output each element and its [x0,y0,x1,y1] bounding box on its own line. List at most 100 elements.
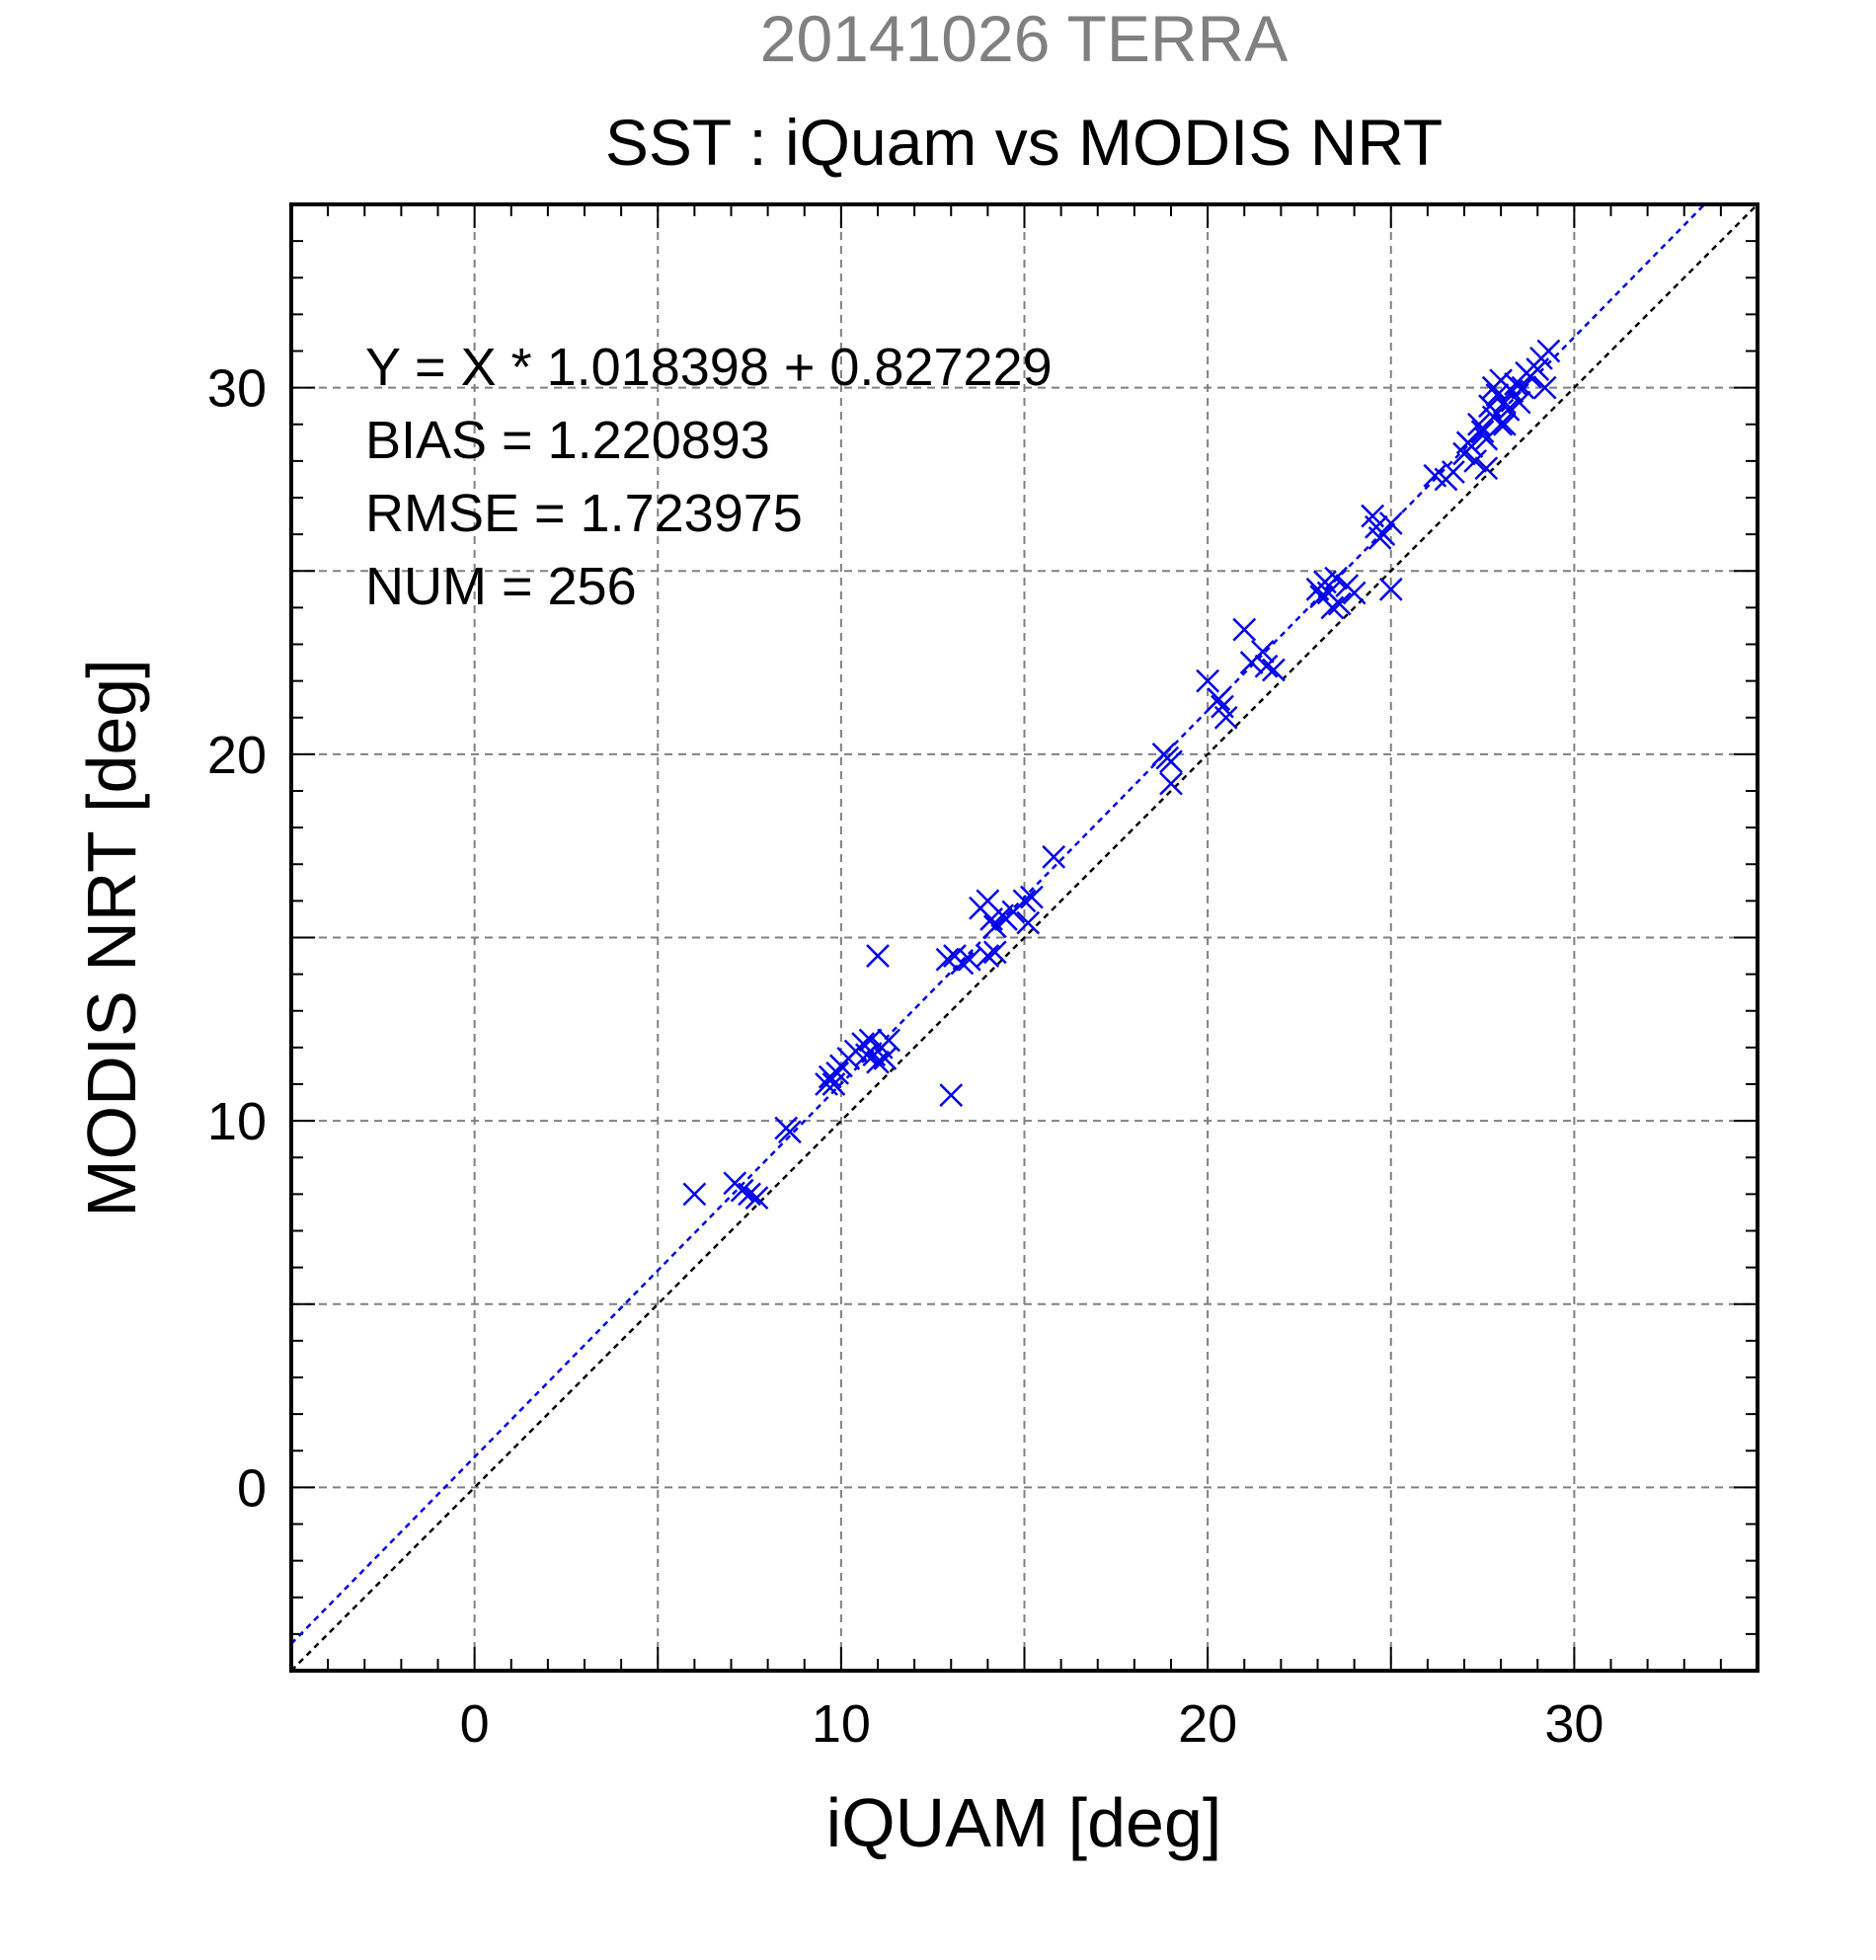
data-point [1012,889,1037,913]
data-point-stroke [1159,749,1183,774]
data-point-stroke [1511,375,1535,400]
data-point [1213,705,1238,730]
data-point [1466,412,1491,436]
data-point [1320,595,1345,620]
data-point [1511,375,1535,400]
data-point [825,1060,850,1085]
data-point [1232,617,1257,642]
data-point-stroke [1159,771,1183,796]
y-tick-labels: 0 10 20 30 [207,359,267,1519]
data-point [1536,339,1561,363]
points-layer [682,339,1561,1210]
data-point-stroke [1470,420,1495,444]
data-point-stroke [1250,640,1275,664]
chart-title: 20141026 TERRA [760,2,1288,75]
data-point [778,1120,802,1144]
data-point-stroke [1466,412,1491,436]
x-tick-label: 10 [812,1694,871,1754]
data-point [1207,687,1231,712]
data-point-stroke [1320,595,1345,620]
data-point [866,944,890,968]
data-point-stroke [1232,617,1257,642]
data-point [1324,566,1348,590]
data-point [873,1047,898,1070]
data-point [877,1028,901,1053]
x-axis-label: iQUAM [deg] [826,1784,1222,1861]
data-point-stroke [1012,889,1037,913]
data-point-stroke [778,1120,802,1144]
data-point-stroke [976,944,1000,968]
data-point [939,1083,964,1108]
data-point-stroke [1378,577,1403,601]
data-point-stroke [1361,504,1385,528]
data-point [1474,456,1499,481]
data-point-stroke [877,1028,901,1053]
data-point [1492,412,1517,436]
data-point [1507,390,1531,415]
data-point-stroke [730,1178,754,1203]
data-point-stroke [1371,522,1396,547]
data-point-stroke [1042,844,1066,869]
data-point [1496,398,1521,422]
data-point-stroke [982,940,1007,965]
annotation-rmse: RMSE = 1.723975 [365,484,803,543]
annotation-fit-equation: Y = X * 1.018398 + 0.827229 [365,338,1053,397]
data-point [982,940,1007,965]
data-point-stroke [976,889,1000,913]
data-point [1378,577,1403,601]
data-point-stroke [935,947,960,972]
annotation-bias: BIAS = 1.220893 [365,411,770,470]
data-point-stroke [682,1182,707,1207]
data-point-stroke [1496,398,1521,422]
data-point-stroke [1489,412,1514,436]
lines-layer [290,203,1759,1672]
y-tick-label: 10 [207,1092,267,1151]
data-point [976,944,1000,968]
data-point [1342,581,1367,605]
data-point [1042,844,1066,869]
data-point [1470,420,1495,444]
x-tick-label: 20 [1178,1694,1237,1754]
data-point [1532,375,1557,400]
data-point-stroke [939,1083,964,1108]
data-point [1159,749,1183,774]
data-point-stroke [1481,375,1506,400]
data-point-stroke [1254,654,1279,678]
data-point-stroke [1459,434,1484,458]
data-point [858,1028,883,1053]
data-point-stroke [1316,581,1341,605]
data-point [957,947,981,972]
data-point-stroke [858,1028,883,1053]
data-point [1481,375,1506,400]
data-point [1489,412,1514,436]
data-point [1463,448,1488,473]
plot-frame [289,202,1759,1673]
data-point-stroke [854,1043,879,1067]
data-point-stroke [851,1032,876,1057]
data-point-stroke [866,1050,890,1074]
data-point [730,1178,754,1203]
y-axis-label: MODIS NRT [deg] [73,659,150,1216]
data-point [744,1186,769,1210]
y-tick-label: 20 [207,726,267,785]
identity-line [290,203,1759,1672]
data-point-stroke [1507,390,1531,415]
data-point-stroke [1262,658,1286,682]
data-point-stroke [825,1060,850,1085]
data-point [1159,771,1183,796]
x-tick-labels: 0 10 20 30 [460,1694,1604,1754]
data-point-stroke [738,1182,761,1207]
data-point [1371,522,1396,547]
data-point [1327,591,1352,616]
data-point-stroke [982,914,1007,939]
data-point-stroke [1532,375,1557,400]
data-point [1459,434,1484,458]
data-point-stroke [744,1186,769,1210]
y-tick-label: 30 [207,359,267,419]
data-point [982,914,1007,939]
x-tick-label: 30 [1544,1694,1603,1754]
data-point-stroke [866,944,890,968]
data-point [1250,640,1275,664]
